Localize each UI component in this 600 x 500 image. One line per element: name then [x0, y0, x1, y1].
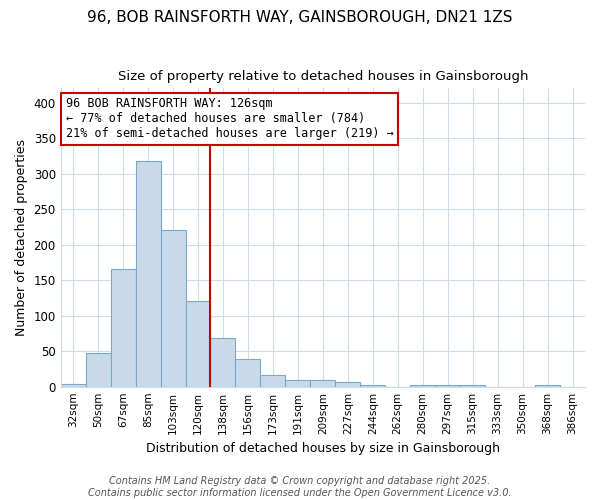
X-axis label: Distribution of detached houses by size in Gainsborough: Distribution of detached houses by size … [146, 442, 500, 455]
Title: Size of property relative to detached houses in Gainsborough: Size of property relative to detached ho… [118, 70, 528, 83]
Bar [235, 359, 260, 386]
Bar [260, 374, 286, 386]
Bar [410, 384, 435, 386]
Bar [110, 270, 136, 386]
Bar [61, 384, 86, 386]
Text: 96 BOB RAINSFORTH WAY: 126sqm
← 77% of detached houses are smaller (784)
21% of : 96 BOB RAINSFORTH WAY: 126sqm ← 77% of d… [66, 98, 394, 140]
Bar [310, 380, 335, 386]
Bar [535, 384, 560, 386]
Bar [460, 384, 485, 386]
Bar [335, 382, 360, 386]
Bar [161, 230, 185, 386]
Bar [211, 338, 235, 386]
Bar [360, 384, 385, 386]
Text: Contains HM Land Registry data © Crown copyright and database right 2025.
Contai: Contains HM Land Registry data © Crown c… [88, 476, 512, 498]
Text: 96, BOB RAINSFORTH WAY, GAINSBOROUGH, DN21 1ZS: 96, BOB RAINSFORTH WAY, GAINSBOROUGH, DN… [87, 10, 513, 25]
Bar [185, 300, 211, 386]
Bar [286, 380, 310, 386]
Y-axis label: Number of detached properties: Number of detached properties [15, 139, 28, 336]
Bar [86, 354, 110, 386]
Bar [136, 162, 161, 386]
